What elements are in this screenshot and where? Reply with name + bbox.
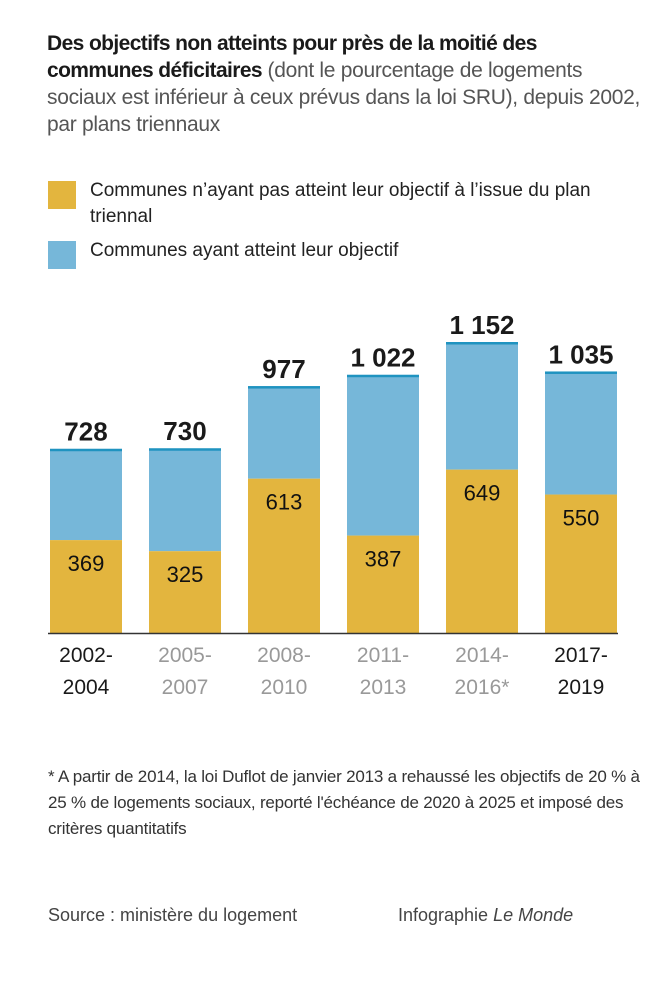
x-tick-label: 2004 bbox=[63, 676, 110, 699]
x-tick-label: 2002- bbox=[59, 644, 113, 667]
x-tick-label: 2011- bbox=[357, 644, 409, 667]
x-tick-label: 2014- bbox=[455, 644, 509, 667]
bar-top-line bbox=[248, 386, 320, 389]
segment-value-label: 325 bbox=[167, 562, 204, 587]
bar-segment-not-reached bbox=[347, 535, 419, 633]
bar-top-line bbox=[545, 371, 617, 374]
total-label: 730 bbox=[163, 416, 206, 446]
total-label: 977 bbox=[262, 354, 305, 384]
total-label: 1 022 bbox=[350, 343, 415, 373]
bar-segment-not-reached bbox=[545, 494, 617, 633]
bar-top-line bbox=[446, 342, 518, 345]
legend-item-reached: Communes ayant atteint leur objectif bbox=[48, 238, 648, 269]
bar-top-line bbox=[50, 448, 122, 452]
title-bold: Des objectifs non atteints pour près de … bbox=[47, 32, 537, 82]
x-tick-label: 2007 bbox=[162, 676, 209, 699]
legend-label: Communes ayant atteint leur objectif bbox=[90, 240, 399, 261]
segment-value-label: 613 bbox=[266, 490, 303, 515]
bar-chart: 728 369 2002- 2004 730 325 2005- 2007 977 613 2008… bbox=[48, 310, 618, 699]
total-label: 1 152 bbox=[449, 310, 514, 340]
credit-brand: Le Monde bbox=[493, 905, 574, 925]
bar-top-line bbox=[149, 448, 221, 451]
credit-prefix: Infographie bbox=[398, 905, 494, 925]
segment-value-label: 550 bbox=[563, 506, 600, 531]
chart-title: Des objectifs non atteints pour près de … bbox=[47, 30, 647, 138]
legend-swatch-yellow bbox=[48, 181, 76, 209]
legend-item-not-reached: Communes n’ayant pas atteint leur object… bbox=[48, 178, 648, 230]
bar-segment-reached bbox=[446, 343, 518, 470]
total-label: 1 035 bbox=[548, 339, 613, 369]
bar-segment-reached bbox=[50, 449, 122, 541]
bar-segment-reached bbox=[545, 372, 617, 495]
x-tick-label: 2010 bbox=[261, 676, 308, 699]
legend: Communes n’ayant pas atteint leur object… bbox=[48, 178, 648, 272]
x-tick-label: 2005- bbox=[158, 644, 212, 667]
footnote: * A partir de 2014, la loi Duflot de jan… bbox=[48, 767, 640, 838]
bar-segment-not-reached bbox=[50, 540, 122, 633]
segment-value-label: 387 bbox=[365, 547, 402, 572]
bar-segment-reached bbox=[347, 375, 419, 536]
title-subtitle: (dont le pourcentage de logements sociau… bbox=[47, 59, 641, 136]
bar-segment-not-reached bbox=[446, 469, 518, 633]
x-tick-label: 2019 bbox=[558, 676, 605, 699]
legend-swatch-blue bbox=[48, 241, 76, 269]
legend-label: Communes n’ayant pas atteint leur object… bbox=[90, 180, 591, 227]
segment-value-label: 369 bbox=[68, 551, 105, 576]
x-tick-label: 2013 bbox=[360, 676, 407, 699]
segment-value-label: 649 bbox=[464, 481, 501, 506]
x-tick-label: 2017- bbox=[554, 644, 608, 667]
source-note: Source : ministère du logement bbox=[48, 905, 298, 925]
bar-top-line bbox=[347, 374, 419, 378]
total-label: 728 bbox=[64, 417, 107, 447]
credit: Infographie Le Monde bbox=[398, 905, 573, 926]
x-tick-label: 2008- bbox=[257, 644, 311, 667]
x-tick-label: 2016* bbox=[455, 676, 510, 699]
bar-segment-reached bbox=[248, 387, 320, 479]
bar-segment-not-reached bbox=[149, 551, 221, 633]
bar-segment-not-reached bbox=[248, 478, 320, 633]
bar-segment-reached bbox=[149, 449, 221, 552]
